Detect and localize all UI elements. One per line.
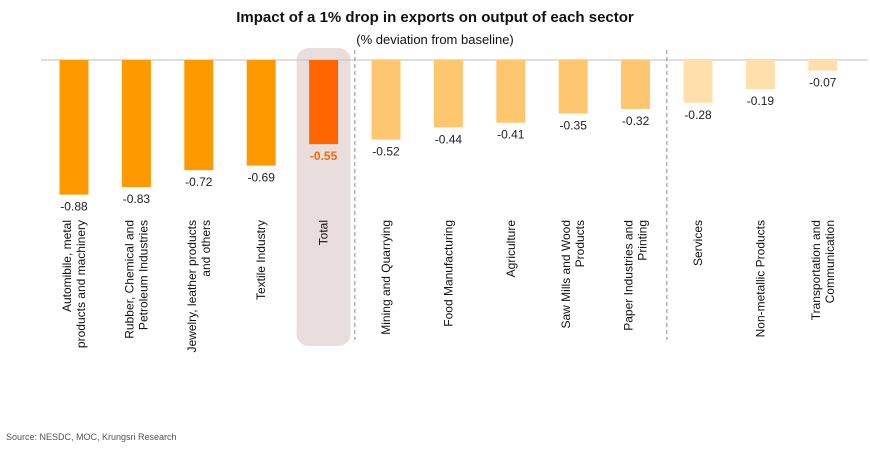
category-label: Jewelry, leather products and others [185, 220, 213, 353]
data-label: -0.35 [560, 119, 588, 133]
bar [184, 60, 214, 171]
tick-label: Jewelry, leather products [185, 220, 199, 353]
category-label: Transportation and Communication [809, 220, 837, 320]
data-label: -0.07 [809, 76, 837, 90]
data-label: -0.32 [622, 114, 650, 128]
data-label: -0.83 [123, 192, 151, 206]
data-label: -0.19 [747, 94, 775, 108]
tick-label: Paper Industries and [622, 220, 636, 331]
tick-label: Automibile, metal [60, 220, 74, 312]
category-label: Saw Mills and Wood Products [559, 220, 587, 329]
tick-label: Agriculture [504, 220, 518, 278]
tick-label: and others [199, 220, 213, 277]
category-label: Mining and Quarrying [379, 220, 393, 335]
bar [433, 60, 463, 128]
tick-label: Non-metallic Products [753, 220, 767, 337]
data-label: -0.41 [497, 128, 525, 142]
category-label: Rubber, Chemical and Petroleum Industries [122, 220, 150, 339]
tick-label: Food Manufacturing [441, 220, 455, 327]
category-label: Total [317, 220, 331, 245]
category-label: Services [691, 220, 705, 266]
tick-label: Mining and Quarrying [379, 220, 393, 335]
tick-label: Transportation and [809, 220, 823, 320]
category-label: Automibile, metal products and machinery [60, 220, 88, 348]
category-label: Food Manufacturing [441, 220, 455, 327]
chart-subtitle: (% deviation from baseline) [356, 32, 514, 47]
data-label: -0.88 [60, 200, 88, 214]
chart-title: Impact of a 1% drop in exports on output… [236, 9, 634, 26]
data-label: -0.52 [372, 145, 400, 159]
tick-label: Saw Mills and Wood [559, 220, 573, 329]
data-label: -0.55 [310, 149, 338, 163]
tick-label: products and machinery [74, 220, 88, 348]
tick-label: Rubber, Chemical and [122, 220, 136, 339]
source-note: Source: NESDC, MOC, Krungsri Research [6, 432, 177, 442]
tick-label: Services [691, 220, 705, 266]
category-label: Textile Industry [254, 220, 268, 300]
bar [621, 60, 651, 109]
bar [745, 60, 775, 90]
bar [496, 60, 526, 123]
bar [246, 60, 276, 166]
tick-label: Textile Industry [254, 220, 268, 300]
tick-label: Communication [823, 220, 837, 303]
data-label: -0.69 [248, 171, 276, 185]
bar [59, 60, 89, 195]
category-label: Paper Industries and Printing [622, 220, 650, 331]
data-label: -0.72 [185, 175, 213, 189]
tick-label: Products [573, 220, 587, 267]
tick-label: Printing [636, 220, 650, 261]
bar [309, 60, 339, 145]
bar [808, 60, 838, 71]
bar [371, 60, 401, 140]
data-label: -0.44 [435, 132, 463, 146]
tick-label: Total [317, 220, 331, 245]
data-label: -0.28 [684, 108, 712, 122]
category-label: Agriculture [504, 220, 518, 278]
bar [683, 60, 713, 103]
tick-label: Petroleum Industries [136, 220, 150, 330]
bar [121, 60, 151, 187]
category-label: Non-metallic Products [753, 220, 767, 337]
bar [558, 60, 588, 114]
